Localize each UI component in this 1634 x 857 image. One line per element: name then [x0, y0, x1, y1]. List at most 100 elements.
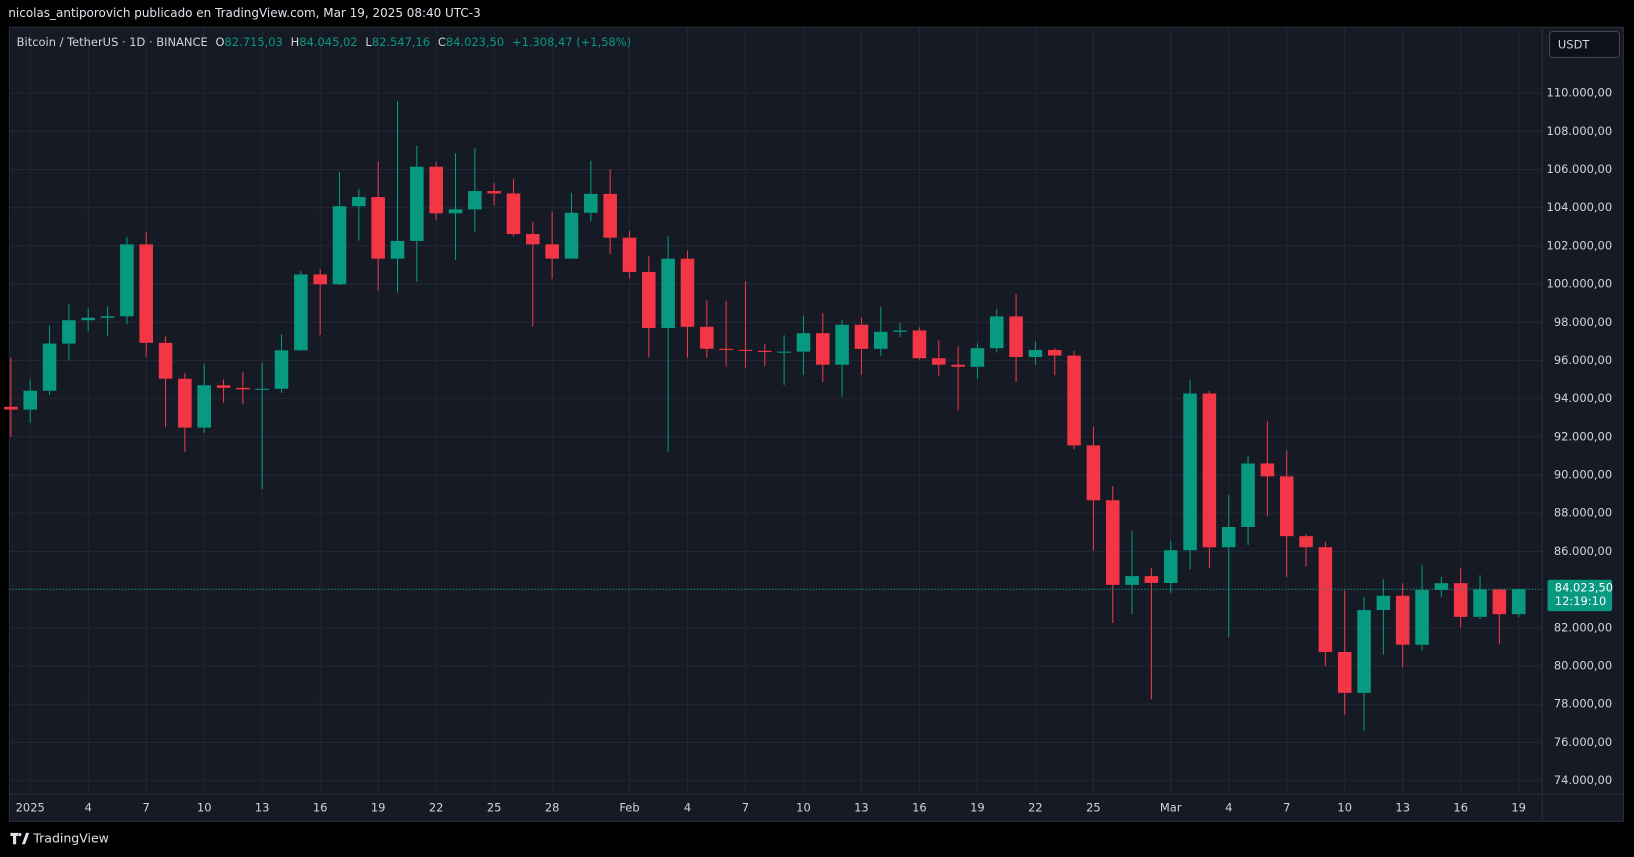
candle-body [893, 330, 907, 332]
candle-body [622, 237, 637, 272]
y-tick-label: 90.000,00 [1554, 468, 1612, 482]
candle-body [1009, 316, 1023, 358]
x-tick-label: 16 [313, 800, 328, 814]
candle-body [603, 193, 617, 238]
x-tick-label: 10 [1337, 800, 1352, 814]
candle-body [1473, 589, 1487, 617]
candle-body [1144, 576, 1159, 583]
y-tick-label: 100.000,00 [1547, 277, 1613, 291]
x-tick-label: 4 [1225, 800, 1232, 814]
candles [4, 100, 1543, 731]
candle-body [584, 193, 598, 213]
last-price-label: 84.023,50 [1555, 581, 1613, 595]
footer-logo: TradingView [10, 831, 109, 846]
x-tick-label: 13 [1395, 800, 1410, 814]
candle-body [81, 317, 95, 321]
candle-body [1260, 463, 1275, 477]
candle-body [313, 274, 327, 285]
candle-body [719, 348, 733, 350]
candle-body [429, 166, 443, 214]
candle-body [1357, 610, 1371, 693]
x-tick-label: 13 [255, 800, 270, 814]
x-tick-label: 10 [197, 800, 212, 814]
y-tick-label: 96.000,00 [1554, 353, 1612, 367]
x-tick-label: Feb [619, 800, 639, 814]
legend-value: 84.023,50 [446, 34, 504, 48]
x-tick-label: 19 [371, 800, 386, 814]
candle-body [951, 364, 965, 367]
candle-body [1492, 589, 1507, 615]
candle-body [42, 343, 57, 391]
candle-body [352, 197, 366, 207]
y-tick-label: 110.000,00 [1547, 86, 1613, 100]
candle-body [526, 234, 540, 245]
x-tick-label: Mar [1160, 800, 1182, 814]
candle-body [62, 320, 76, 344]
y-tick-label: 106.000,00 [1547, 162, 1613, 176]
candle-body [931, 358, 946, 365]
x-tick-label: 28 [545, 800, 560, 814]
chart-panel [8, 26, 1625, 822]
candle-body [448, 209, 463, 214]
candle-body [1395, 595, 1410, 645]
candle-body [255, 388, 269, 390]
candle-body [1511, 589, 1526, 615]
y-tick-label: 92.000,00 [1554, 429, 1612, 443]
candle-body [545, 244, 559, 259]
x-tick-label: 16 [1453, 800, 1468, 814]
legend-change: +1.308,47 (+1,58%) [512, 34, 631, 48]
y-tick-label: 78.000,00 [1554, 697, 1612, 711]
candle-body [1415, 589, 1429, 645]
y-tick-label: 74.000,00 [1554, 773, 1612, 787]
candle-body [1105, 500, 1120, 585]
candle-body [680, 258, 695, 327]
x-tick-label: 25 [1086, 800, 1101, 814]
candle-body [1047, 349, 1062, 356]
candle-body [4, 406, 18, 410]
y-tick-label: 104.000,00 [1547, 200, 1613, 214]
candle-body [1028, 349, 1043, 358]
x-tick-label: 19 [1511, 800, 1526, 814]
candle-body [178, 378, 192, 428]
candle-body [390, 240, 405, 259]
candle-body [410, 166, 424, 241]
candle-body [564, 212, 579, 259]
candle-body [1279, 476, 1294, 537]
candle-body [989, 316, 1004, 349]
candle-body [158, 342, 173, 379]
last-price-tag [1547, 579, 1613, 612]
y-tick-label: 94.000,00 [1554, 391, 1612, 405]
x-tick-label: 25 [487, 800, 502, 814]
footer-brand: TradingView [32, 831, 109, 846]
x-tick-label: 22 [429, 800, 444, 814]
currency-button-label[interactable]: USDT [1558, 38, 1590, 52]
legend-key: C [438, 34, 446, 48]
legend-key: H [291, 34, 300, 48]
candle-body [796, 333, 811, 352]
candle-body [970, 348, 985, 367]
candle-body [854, 324, 869, 349]
x-tick-label: 22 [1028, 800, 1043, 814]
candle-body [1086, 445, 1101, 501]
candle-body [1434, 583, 1449, 590]
candle-body [874, 331, 888, 349]
legend-value: 82.547,16 [372, 34, 430, 48]
y-tick-label: 98.000,00 [1554, 315, 1612, 329]
x-tick-label: 7 [742, 800, 749, 814]
grid [9, 27, 1543, 795]
currency-button[interactable] [1549, 30, 1620, 59]
x-tick-label: 4 [85, 800, 92, 814]
candle-body [738, 349, 753, 351]
candle-body [1067, 355, 1081, 446]
y-tick-label: 86.000,00 [1554, 544, 1612, 558]
candle-body [487, 191, 501, 194]
candle-body [1299, 536, 1313, 548]
legend-value: 84.045,02 [299, 34, 357, 48]
y-tick-label: 108.000,00 [1547, 124, 1613, 138]
candle-body [1163, 550, 1178, 583]
x-tick-label: 7 [143, 800, 150, 814]
y-tick-label: 102.000,00 [1547, 238, 1613, 252]
candle-body [816, 333, 830, 365]
candle-body [139, 244, 153, 343]
